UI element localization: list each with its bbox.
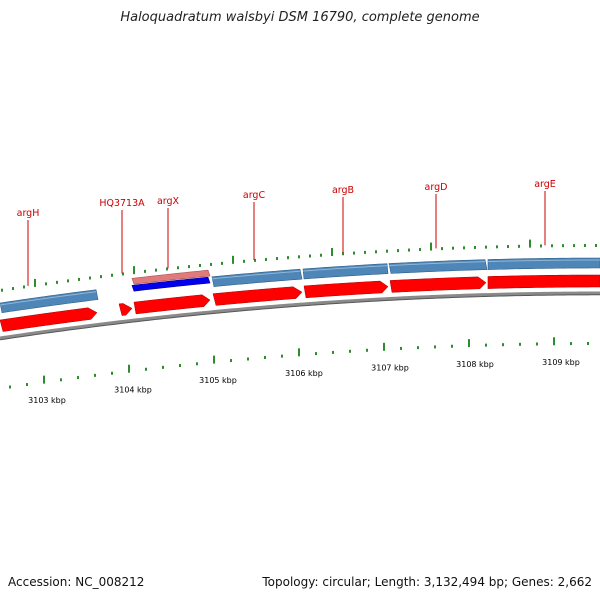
scale-label: 3104 kbp: [114, 385, 152, 394]
backbone-line: [0, 291, 600, 340]
gene-band-highlight: [302, 265, 388, 272]
gene-label-argb[interactable]: argB: [332, 185, 354, 196]
gene-label-argx[interactable]: argX: [157, 196, 180, 207]
genome-summary: Topology: circular; Length: 3,132,494 bp…: [262, 575, 592, 589]
accession-label: Accession: NC_008212: [8, 575, 145, 589]
gene-label-hq3713a[interactable]: HQ3713A: [99, 198, 145, 209]
gene-band-segment-3: [302, 263, 389, 280]
gene-band-highlight: [211, 270, 301, 280]
scale-tick-track: [9, 337, 589, 389]
gene-label-argh[interactable]: argH: [17, 208, 40, 219]
map-title: Haloquadratum walsbyi DSM 16790, complet…: [120, 10, 480, 25]
rrna-feature: [131, 276, 211, 292]
cds-arrow-4[interactable]: [212, 286, 303, 306]
cds-arrow-2[interactable]: [118, 303, 133, 316]
scale-label: 3107 kbp: [371, 364, 409, 373]
scale-label: 3103 kbp: [28, 396, 66, 405]
scale-label: 3108 kbp: [456, 360, 494, 369]
gene-band-segment-2: [211, 268, 303, 287]
gene-band-highlight: [388, 261, 486, 267]
gene-band-highlight: [0, 291, 97, 306]
scale-label: 3109 kbp: [542, 358, 580, 367]
backbone-shadow: [0, 294, 600, 341]
cds-arrow-5[interactable]: [303, 280, 389, 299]
scale-label: 3106 kbp: [285, 369, 323, 378]
scale-label: 3105 kbp: [199, 376, 237, 385]
cds-forward-track: [0, 274, 600, 332]
gene-labels: argH HQ3713A argX argC argB argD argE: [17, 179, 556, 286]
rrna-band: [131, 269, 211, 285]
gene-band-segment-1: [0, 289, 99, 314]
gene-band-track: [0, 257, 600, 314]
scale-labels: 3103 kbp 3104 kbp 3105 kbp 3106 kbp 3107 kbp…: [28, 358, 580, 405]
gene-label-argd[interactable]: argD: [425, 182, 448, 193]
genome-backbone: [0, 291, 600, 341]
cds-arrow-1[interactable]: [0, 307, 98, 332]
cds-arrow-3[interactable]: [133, 294, 211, 315]
cds-arrow-6[interactable]: [389, 276, 487, 293]
upper-tick-track: [1, 239, 597, 292]
gene-band-segment-4: [388, 259, 488, 274]
gene-label-arge[interactable]: argE: [534, 179, 556, 190]
gene-band-highlight: [487, 259, 600, 263]
cds-arrow-7: [487, 274, 600, 289]
gene-label-argc[interactable]: argC: [243, 190, 266, 201]
